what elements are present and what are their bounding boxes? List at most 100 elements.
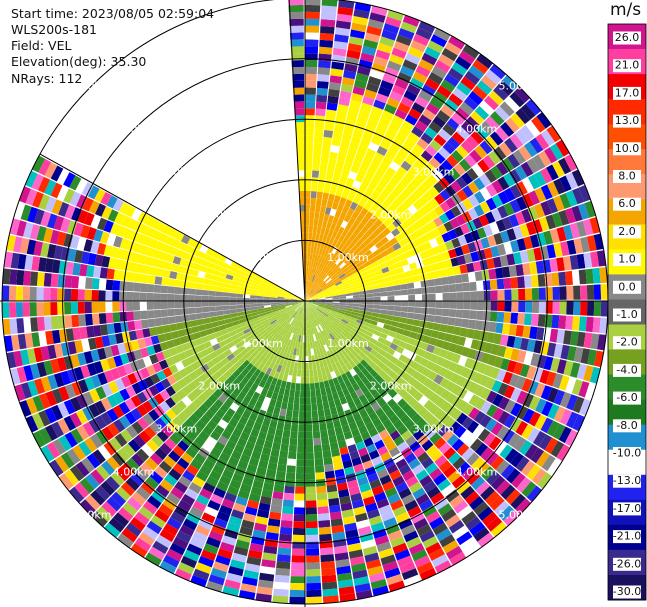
velocity-gate [315, 325, 320, 333]
velocity-gate [207, 384, 218, 394]
velocity-gate [341, 349, 348, 357]
velocity-gate [145, 476, 159, 490]
velocity-gate [226, 522, 241, 533]
velocity-gate [212, 389, 223, 399]
velocity-gate [10, 252, 20, 269]
velocity-gate [352, 294, 360, 299]
velocity-gate [439, 189, 451, 201]
velocity-gate [330, 310, 338, 314]
velocity-gate [317, 278, 323, 285]
colorbar-tick-bg [613, 391, 641, 405]
velocity-gate [448, 452, 461, 465]
velocity-gate [373, 99, 386, 110]
velocity-gate [310, 293, 317, 298]
velocity-gate [71, 381, 83, 396]
velocity-gate [592, 267, 601, 284]
velocity-gate [552, 161, 565, 178]
velocity-gate [139, 347, 149, 358]
velocity-gate [291, 298, 299, 301]
velocity-gate [448, 520, 465, 534]
ring-label: 3.00km [413, 423, 455, 436]
velocity-gate [312, 283, 317, 290]
velocity-gate [350, 135, 362, 145]
velocity-gate [293, 312, 298, 319]
velocity-gate [481, 466, 495, 481]
velocity-gate [450, 257, 460, 267]
velocity-gate [333, 195, 341, 204]
velocity-gate [262, 373, 270, 382]
velocity-gate [295, 479, 305, 487]
velocity-gate [306, 280, 309, 288]
velocity-gate [90, 349, 100, 362]
velocity-gate [330, 340, 337, 348]
velocity-gate [373, 209, 383, 219]
velocity-gate [399, 65, 415, 78]
velocity-gate [117, 507, 134, 522]
velocity-gate [325, 336, 331, 344]
velocity-gate [125, 205, 136, 218]
velocity-gate [241, 385, 250, 395]
velocity-gate [353, 397, 362, 407]
velocity-gate [463, 253, 473, 264]
velocity-gate [491, 208, 502, 222]
velocity-gate [296, 142, 305, 150]
velocity-gate [167, 308, 175, 317]
velocity-gate [576, 220, 587, 237]
velocity-gate [34, 378, 45, 395]
velocity-gate [113, 512, 129, 528]
velocity-gate [325, 296, 333, 299]
velocity-gate [317, 409, 325, 418]
velocity-gate [368, 449, 380, 460]
velocity-gate [99, 324, 109, 336]
velocity-gate [497, 80, 514, 96]
sector-boundary-line [288, 0, 306, 302]
velocity-gate [579, 398, 591, 416]
velocity-gate [311, 295, 318, 299]
velocity-gate [509, 133, 524, 149]
velocity-gate [430, 34, 448, 48]
velocity-gate [86, 265, 95, 278]
velocity-gate [331, 308, 339, 313]
velocity-gate [418, 206, 429, 217]
velocity-gate [329, 311, 337, 316]
velocity-gate [458, 355, 468, 367]
velocity-gate [318, 60, 331, 69]
velocity-gate [335, 160, 345, 169]
velocity-gate [124, 411, 137, 425]
velocity-gate [352, 569, 368, 580]
velocity-gate [254, 277, 262, 283]
velocity-gate [209, 256, 218, 265]
velocity-gate [443, 172, 456, 185]
velocity-gate [529, 137, 544, 154]
velocity-gate [320, 26, 335, 34]
velocity-gate [539, 369, 550, 385]
velocity-gate [216, 511, 230, 522]
velocity-gate [312, 334, 317, 342]
velocity-gate [297, 306, 302, 314]
velocity-gate [423, 377, 434, 389]
velocity-gate [23, 270, 32, 286]
velocity-gate [478, 214, 490, 227]
velocity-gate [369, 245, 378, 253]
velocity-gate [348, 216, 356, 225]
velocity-gate [370, 135, 382, 146]
velocity-gate [323, 213, 330, 222]
velocity-gate [291, 302, 299, 305]
velocity-gate [112, 301, 120, 312]
velocity-gate [258, 409, 267, 418]
velocity-gate [313, 284, 319, 291]
velocity-gate [308, 273, 311, 281]
velocity-gate [236, 289, 244, 295]
velocity-gate [461, 346, 471, 358]
velocity-gate [435, 301, 443, 309]
velocity-gate [294, 108, 305, 116]
velocity-gate [294, 305, 301, 311]
velocity-gate [451, 61, 468, 76]
velocity-gate [484, 135, 499, 150]
velocity-gate [236, 304, 244, 309]
velocity-gate [508, 214, 520, 228]
velocity-gate [438, 147, 451, 160]
velocity-gate [394, 261, 403, 269]
velocity-gate [440, 316, 449, 325]
velocity-gate [516, 405, 529, 420]
